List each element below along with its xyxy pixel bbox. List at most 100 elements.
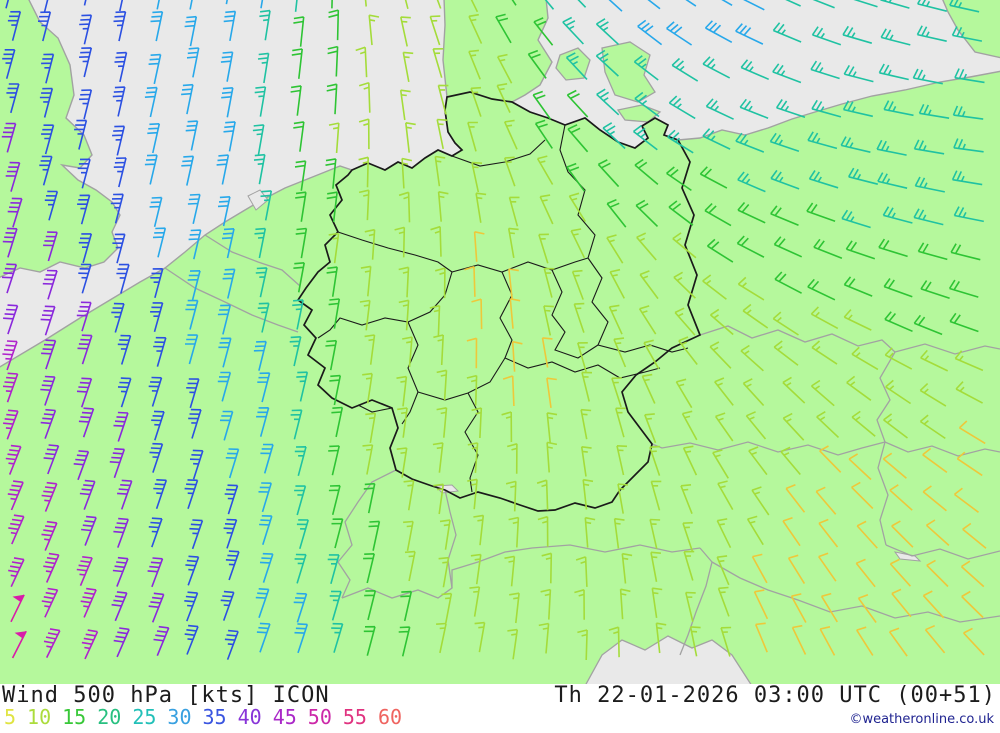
- wind-barb: [153, 336, 167, 367]
- wind-barb: [111, 302, 125, 333]
- wind-barb: [772, 63, 802, 84]
- wind-barb: [113, 517, 129, 548]
- wind-barb: [960, 560, 985, 588]
- wind-barb: [326, 266, 338, 297]
- wind-barb: [702, 128, 731, 150]
- scale-value: 60: [377, 705, 403, 729]
- wind-barb: [581, 371, 593, 402]
- wind-barb: [949, 0, 980, 13]
- wind-barb: [791, 624, 807, 655]
- wind-barb: [808, 170, 839, 189]
- germany-state-borders: [317, 124, 689, 493]
- wind-barb: [595, 18, 620, 45]
- wind-barb: [955, 381, 983, 404]
- wind-barb: [916, 25, 947, 42]
- wind-barb: [254, 227, 267, 259]
- wind-barb: [433, 334, 444, 366]
- wind-barb: [536, 479, 549, 511]
- wind-barb: [509, 298, 521, 329]
- wind-barb: [951, 26, 983, 42]
- wind-barb: [326, 191, 338, 223]
- wind-barb: [924, 624, 946, 654]
- wind-barb: [43, 444, 60, 475]
- wind-barb: [217, 371, 232, 402]
- wind-barb: [217, 196, 231, 227]
- wind-barb: [76, 377, 93, 408]
- wind-barb: [401, 157, 413, 189]
- wind-barb: [41, 53, 55, 84]
- wind-barb: [609, 268, 626, 299]
- border-hu-hr: [885, 544, 1000, 560]
- wind-barb: [819, 626, 836, 656]
- wind-barb: [253, 340, 267, 371]
- wind-barb: [891, 588, 912, 618]
- wind-barb: [181, 155, 195, 186]
- wind-barb: [717, 586, 730, 617]
- wind-barb: [878, 63, 909, 81]
- wind-barb: [651, 587, 663, 619]
- wind-barb: [634, 91, 660, 118]
- wind-barb: [782, 412, 805, 441]
- wind-barb: [883, 278, 913, 298]
- wind-barb: [948, 279, 979, 298]
- wind-barb: [144, 86, 158, 118]
- wind-barb: [394, 226, 406, 258]
- wind-barb: [634, 158, 659, 186]
- border-ch-at: [444, 489, 457, 589]
- map-footer-line1: Wind 500 hPa [kts] ICON Th 22-01-2026 03…: [2, 683, 996, 708]
- scale-value: 15: [62, 705, 87, 729]
- wind-barb: [77, 334, 93, 365]
- wind-barb: [359, 299, 371, 331]
- wind-barb: [76, 556, 93, 587]
- border-sk-hu: [884, 441, 1000, 457]
- wind-barb: [256, 622, 271, 653]
- border-cz-sk: [876, 351, 896, 443]
- wind-barb: [363, 553, 375, 584]
- wind-barb: [41, 124, 55, 155]
- wind-barb: [746, 515, 764, 546]
- border-cz-at: [651, 441, 886, 456]
- lake-constance: [434, 484, 460, 494]
- wind-barb: [79, 14, 93, 45]
- wind-barb: [41, 520, 58, 551]
- wind-barb: [843, 276, 873, 297]
- wind-barb: [540, 588, 552, 620]
- wind-barb: [633, 55, 659, 81]
- wind-barb: [880, 0, 910, 9]
- wind-barb: [770, 205, 799, 227]
- wind-barb: [471, 161, 483, 193]
- wind-barb: [398, 299, 410, 331]
- wind-barb: [508, 196, 520, 227]
- wind-barb: [617, 483, 629, 514]
- border-sk-pl: [894, 343, 1000, 355]
- wind-barb: [956, 451, 983, 477]
- wind-barb: [685, 591, 696, 622]
- wind-barb: [650, 551, 661, 582]
- wind-barb: [543, 267, 555, 298]
- wind-barb: [433, 483, 445, 515]
- wind-barb: [649, 518, 661, 549]
- wind-barb: [621, 552, 633, 584]
- wind-barb: [502, 375, 515, 407]
- wind-barb: [649, 445, 661, 476]
- wind-barb: [541, 337, 553, 368]
- wind-barb: [740, 344, 764, 372]
- wind-barb: [681, 410, 698, 441]
- wind-barb: [566, 89, 589, 118]
- wind-barb: [772, 311, 799, 336]
- wind-barb: [683, 550, 695, 581]
- wind-barb: [954, 68, 985, 84]
- wind-barb: [742, 303, 769, 329]
- wind-barb: [751, 486, 770, 516]
- wind-barb: [501, 411, 513, 443]
- wind-barb: [328, 298, 341, 329]
- wind-barb: [596, 88, 620, 116]
- wind-barb: [636, 232, 657, 261]
- germany-borders-layer: [296, 91, 702, 512]
- wind-barb: [294, 446, 307, 477]
- wind-barb: [949, 312, 979, 333]
- wind-barb: [613, 517, 625, 549]
- wind-barb: [882, 206, 913, 224]
- wind-barb: [953, 206, 984, 223]
